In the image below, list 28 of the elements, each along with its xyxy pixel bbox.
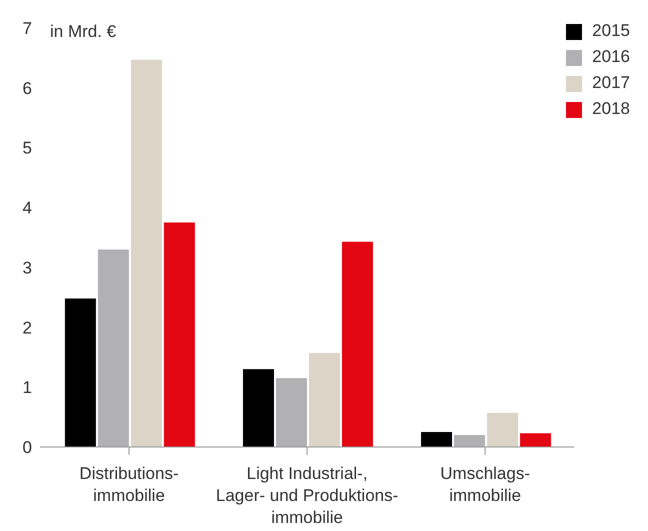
bar	[421, 432, 452, 447]
y-tick-label: 1	[22, 378, 32, 398]
bar	[98, 249, 129, 447]
bar	[64, 298, 96, 447]
y-tick-label: 0	[22, 438, 32, 458]
bar	[520, 433, 552, 447]
bar	[454, 435, 486, 447]
bar	[342, 242, 373, 447]
bar	[164, 222, 195, 447]
y-tick-label: 4	[22, 198, 32, 218]
y-tick-label: 6	[22, 78, 32, 98]
legend-label: 2018	[592, 99, 630, 118]
y-tick-label: 3	[22, 258, 32, 278]
legend-label: 2016	[592, 47, 630, 66]
bar	[487, 412, 518, 447]
legend-label: 2017	[592, 73, 630, 92]
x-tick-label: Light Industrial-, Lager- und Produktions- immobilie	[216, 464, 398, 527]
x-tick-label: Distributions- immobilie	[79, 464, 179, 505]
bar	[130, 60, 162, 447]
bar	[242, 369, 274, 447]
legend-label: 2015	[592, 21, 630, 40]
y-axis-title: in Mrd. €	[50, 22, 116, 42]
x-tick-label: Umschlags- immobilie	[440, 464, 530, 505]
y-tick-label: 5	[22, 138, 32, 158]
bar	[276, 378, 307, 447]
y-tick-label: 2	[22, 318, 32, 338]
bar	[308, 353, 340, 447]
y-tick-label: 7	[22, 19, 32, 38]
